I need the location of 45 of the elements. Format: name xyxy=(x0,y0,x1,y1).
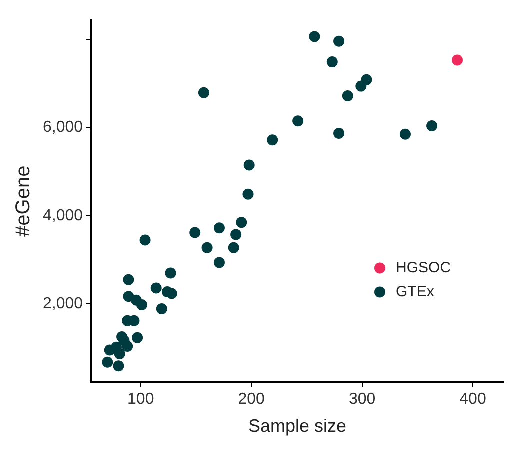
point xyxy=(334,36,345,47)
point xyxy=(123,274,134,286)
point xyxy=(132,332,144,344)
point xyxy=(400,128,411,140)
y-axis-title: #eGene xyxy=(12,166,35,237)
point xyxy=(150,282,162,294)
point xyxy=(165,268,176,279)
point xyxy=(267,134,278,146)
x-axis-title: Sample size xyxy=(248,416,347,436)
point xyxy=(214,257,225,268)
y-tick-label: 6,000 xyxy=(42,119,84,136)
point xyxy=(214,222,225,234)
legend-label: GTEx xyxy=(396,283,435,300)
x-tick-label: 300 xyxy=(348,391,376,408)
point xyxy=(113,360,124,372)
point xyxy=(114,348,126,360)
point xyxy=(326,56,338,68)
point xyxy=(228,242,240,254)
x-tick-label: 200 xyxy=(238,391,266,408)
point xyxy=(166,288,178,300)
y-tick-label: 2,000 xyxy=(42,296,84,313)
point xyxy=(356,80,367,92)
point xyxy=(426,120,438,132)
point xyxy=(342,90,354,102)
point xyxy=(140,234,151,246)
point xyxy=(198,87,210,98)
point xyxy=(122,340,134,352)
point xyxy=(236,217,248,228)
point xyxy=(190,227,201,238)
point xyxy=(309,31,320,42)
legend-label: HGSOC xyxy=(396,259,452,276)
x-tick-label: 400 xyxy=(460,391,486,408)
point xyxy=(452,54,463,66)
point xyxy=(104,344,116,356)
point xyxy=(136,300,148,311)
point xyxy=(244,160,255,171)
point xyxy=(202,242,213,254)
point xyxy=(334,128,345,139)
point xyxy=(102,356,114,368)
y-tick-label: 4,000 xyxy=(42,207,84,224)
x-tick-label: 100 xyxy=(128,391,154,408)
point xyxy=(156,304,168,314)
point xyxy=(230,229,242,240)
point xyxy=(242,188,254,200)
point xyxy=(292,116,304,127)
